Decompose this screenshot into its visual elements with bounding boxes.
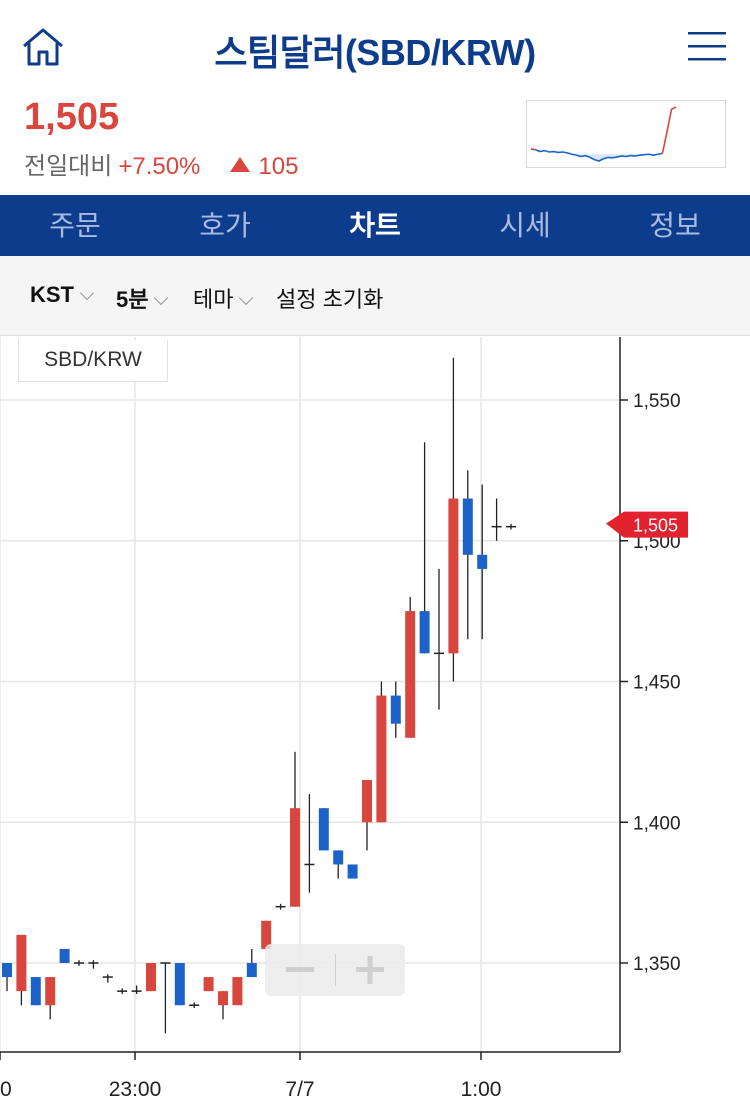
change-absolute-group: 105 [230, 153, 298, 180]
candle [117, 988, 128, 994]
chart-symbol-label: SBD/KRW [18, 340, 168, 382]
mini-chart-area [531, 154, 663, 161]
change-absolute: 105 [258, 153, 299, 180]
candle [419, 442, 430, 654]
chart-toolbar: KST 5분 테마 설정 초기화 [0, 256, 750, 336]
candle [304, 794, 315, 893]
zoom-in-button[interactable] [335, 944, 405, 996]
chart-canvas: 1,3501,4001,4501,5001,5500023:007/71:001… [0, 337, 688, 1101]
interval-label: 5분 [116, 287, 149, 312]
candle [45, 977, 56, 1020]
candle [362, 780, 372, 851]
candle [59, 948, 70, 963]
tab-order[interactable]: 주문 [49, 210, 101, 241]
y-tick-label: 1,450 [633, 673, 681, 694]
candle [477, 484, 488, 640]
tab-quotes[interactable]: 시세 [499, 210, 551, 241]
change-percent: +7.50% [118, 153, 201, 180]
mini-chart-line-up [661, 106, 677, 154]
candle [390, 681, 401, 738]
candle [232, 977, 243, 1006]
candle [2, 963, 12, 992]
candle [189, 1002, 200, 1009]
candle [16, 934, 27, 1006]
candle [448, 357, 459, 682]
zoom-divider [335, 954, 336, 986]
tab-info[interactable]: 정보 [649, 210, 701, 241]
candle [131, 985, 142, 994]
candle [491, 498, 502, 541]
candle [74, 960, 84, 966]
theme-dropdown[interactable]: 테마 [193, 282, 254, 314]
candle [146, 963, 156, 992]
candle [462, 470, 473, 640]
candle [506, 523, 516, 530]
x-tick-label: 00 [0, 1078, 12, 1101]
page-title: 스팀달러(SBD/KRW) [214, 32, 536, 73]
candle [203, 977, 214, 992]
timezone-dropdown[interactable]: KST [30, 282, 95, 308]
y-tick-label: 1,550 [633, 391, 681, 412]
zoom-out-button[interactable] [265, 944, 335, 996]
zoom-controls [265, 944, 405, 996]
candle [261, 920, 272, 949]
svg-text:1,505: 1,505 [633, 516, 678, 536]
current-price: 1,505 [24, 96, 120, 138]
hamburger-menu-icon [688, 32, 726, 61]
candle [434, 568, 444, 710]
home-button[interactable] [20, 26, 66, 68]
candle [246, 948, 257, 978]
chevron-down-icon [239, 290, 254, 306]
candle [174, 963, 185, 1006]
candle [160, 962, 171, 1034]
menu-button[interactable] [686, 30, 728, 64]
chevron-down-icon [154, 290, 169, 306]
timezone-label: KST [30, 282, 74, 307]
candle [102, 974, 113, 983]
x-tick-label: 23:00 [109, 1078, 162, 1101]
candle [333, 850, 344, 879]
home-icon [23, 28, 63, 66]
tab-chart[interactable]: 차트 [349, 210, 401, 241]
mini-chart-line-down [530, 148, 663, 162]
tab-orderbook[interactable]: 호가 [199, 210, 251, 241]
y-tick-label: 1,400 [633, 813, 681, 834]
candle [318, 808, 329, 851]
current-price-tag: 1,505 [606, 511, 688, 538]
candle [347, 864, 358, 879]
mini-chart-line-up [530, 148, 536, 151]
x-tick-label: 7/7 [285, 1078, 314, 1101]
candle [376, 681, 387, 823]
candle [218, 991, 228, 1020]
x-tick-label: 1:00 [461, 1078, 502, 1101]
minus-icon [286, 967, 314, 972]
change-row: 전일대비 +7.50% 105 [24, 146, 298, 181]
triangle-up-icon [230, 157, 251, 172]
interval-dropdown[interactable]: 5분 [116, 282, 169, 314]
mini-chart-graphic [530, 106, 677, 162]
candle [88, 960, 99, 969]
chevron-down-icon [79, 285, 95, 301]
plus-icon [356, 956, 384, 984]
reset-settings-button[interactable]: 설정 초기화 [276, 287, 384, 312]
change-label: 전일대비 [24, 153, 113, 180]
candlestick-chart[interactable]: 1,3501,4001,4501,5001,5500023:007/71:001… [0, 337, 750, 1101]
candle [405, 597, 416, 738]
theme-label: 테마 [193, 287, 234, 312]
app-header: 스팀달러(SBD/KRW) [0, 0, 750, 95]
candle [290, 751, 300, 907]
y-tick-label: 1,350 [633, 954, 681, 975]
candle [275, 903, 286, 910]
candle [30, 977, 41, 1006]
mini-price-chart[interactable] [526, 100, 726, 168]
tab-bar: 주문 호가 차트 시세 정보 [0, 195, 750, 256]
